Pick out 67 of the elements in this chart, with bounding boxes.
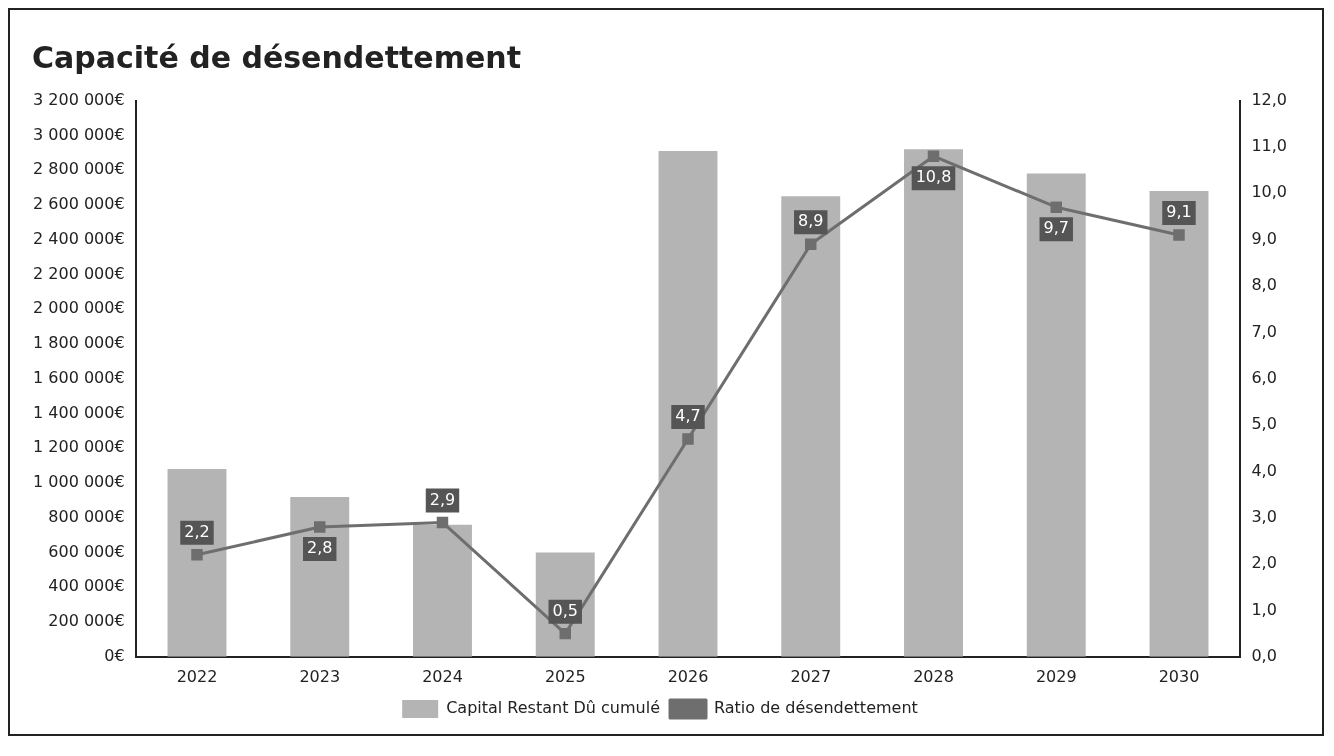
bar [413, 524, 472, 657]
y-tick-label: 2 200 000€ [33, 263, 125, 283]
point [805, 238, 817, 251]
y2-tick-label: 9,0 [1251, 228, 1277, 248]
data-label: 10,8 [915, 167, 952, 187]
x-tick-label: 2026 [667, 666, 709, 686]
data-label: 9,1 [1166, 202, 1192, 222]
y-tick-label: 1 200 000€ [33, 437, 125, 457]
y-tick-label: 3 000 000€ [33, 124, 125, 144]
data-label: 2,2 [184, 521, 210, 541]
point [436, 516, 449, 529]
x-tick-label: 2023 [299, 666, 341, 686]
data-label: 2,9 [429, 489, 456, 509]
y2-tick-label: 10,0 [1251, 182, 1287, 202]
x-tick-label: 2027 [790, 666, 832, 686]
data-label: 9,7 [1043, 218, 1069, 238]
bar [167, 469, 227, 657]
bar [904, 149, 963, 657]
point [559, 627, 571, 640]
bar [658, 151, 718, 657]
bar [1026, 173, 1086, 657]
y-tick-label: 1 600 000€ [33, 367, 125, 387]
bar [781, 196, 841, 657]
point [313, 521, 326, 533]
y2-tick-label: 11,0 [1251, 136, 1287, 156]
y2-tick-label: 0,0 [1251, 645, 1277, 665]
x-tick-label: 2022 [176, 666, 218, 686]
y2-tick-label: 12,0 [1251, 89, 1287, 109]
data-label: 8,9 [798, 211, 824, 231]
y-tick-label: 200 000€ [48, 611, 125, 631]
data-label: 2,8 [307, 538, 333, 558]
point [1050, 201, 1062, 213]
legend-label: Capital Restant Dû cumulé [446, 698, 661, 718]
x-tick-label: 2028 [913, 666, 954, 686]
y-tick-label: 400 000€ [48, 576, 125, 596]
y-tick-label: 600 000€ [48, 541, 125, 561]
x-tick-label: 2029 [1035, 666, 1077, 686]
point [191, 549, 203, 561]
legend-label: Ratio de désendettement [714, 698, 918, 718]
y2-tick-label: 3,0 [1251, 506, 1277, 526]
y2-tick-label: 7,0 [1251, 321, 1277, 341]
y2-tick-label: 5,0 [1251, 414, 1277, 434]
x-tick-label: 2030 [1158, 666, 1200, 686]
x-tick-label: 2024 [422, 666, 463, 686]
y-tick-label: 2 400 000€ [33, 228, 125, 248]
data-label: 0,5 [552, 600, 578, 620]
y-tick-label: 1 800 000€ [33, 333, 125, 353]
bar [1149, 190, 1209, 657]
y-tick-label: 3 200 000€ [33, 89, 125, 109]
y-tick-label: 0€ [104, 645, 125, 665]
y-tick-label: 800 000€ [48, 506, 125, 526]
y2-tick-label: 6,0 [1251, 367, 1277, 387]
point [682, 433, 694, 445]
point [1173, 229, 1185, 241]
y2-tick-label: 4,0 [1251, 460, 1277, 480]
y2-tick-label: 1,0 [1251, 599, 1277, 619]
point [927, 150, 940, 162]
chart-title: Capacité de désendettement [32, 40, 521, 75]
y-tick-label: 1 000 000€ [33, 472, 125, 492]
y-tick-label: 2 600 000€ [33, 194, 125, 214]
y-tick-label: 2 000 000€ [33, 298, 125, 318]
y-tick-label: 2 800 000€ [33, 159, 125, 179]
y2-tick-label: 8,0 [1251, 275, 1277, 295]
y-tick-label: 1 400 000€ [33, 402, 125, 422]
y2-tick-label: 2,0 [1251, 553, 1277, 573]
data-label: 4,7 [675, 406, 701, 426]
x-tick-label: 2025 [544, 666, 586, 686]
